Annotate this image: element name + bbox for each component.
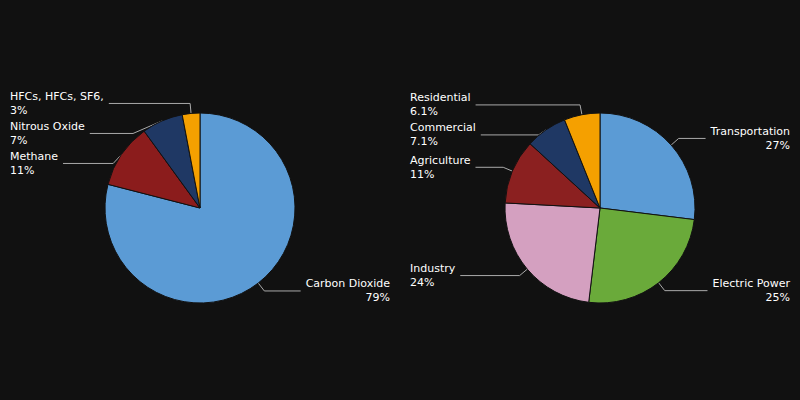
svg-text:Electric Power: Electric Power (712, 277, 790, 290)
svg-text:Industry: Industry (410, 262, 456, 275)
svg-text:Carbon Dioxide: Carbon Dioxide (306, 277, 391, 290)
svg-text:11%: 11% (410, 168, 434, 181)
svg-text:24%: 24% (410, 276, 434, 289)
svg-text:25%: 25% (766, 291, 790, 304)
svg-text:HFCs, HFCs, SF6,: HFCs, HFCs, SF6, (10, 90, 104, 103)
svg-text:7%: 7% (10, 134, 27, 147)
svg-text:11%: 11% (10, 164, 34, 177)
svg-text:Residential: Residential (410, 91, 471, 104)
svg-text:Transportation: Transportation (710, 125, 790, 138)
svg-text:Nitrous Oxide: Nitrous Oxide (10, 120, 85, 133)
svg-text:6.1%: 6.1% (410, 105, 438, 118)
svg-text:Agriculture: Agriculture (410, 154, 471, 167)
svg-text:79%: 79% (366, 291, 390, 304)
svg-text:27%: 27% (766, 139, 790, 152)
svg-text:3%: 3% (10, 104, 27, 117)
svg-text:Methane: Methane (10, 150, 58, 163)
svg-text:Commercial: Commercial (410, 121, 476, 134)
svg-text:7.1%: 7.1% (410, 135, 438, 148)
